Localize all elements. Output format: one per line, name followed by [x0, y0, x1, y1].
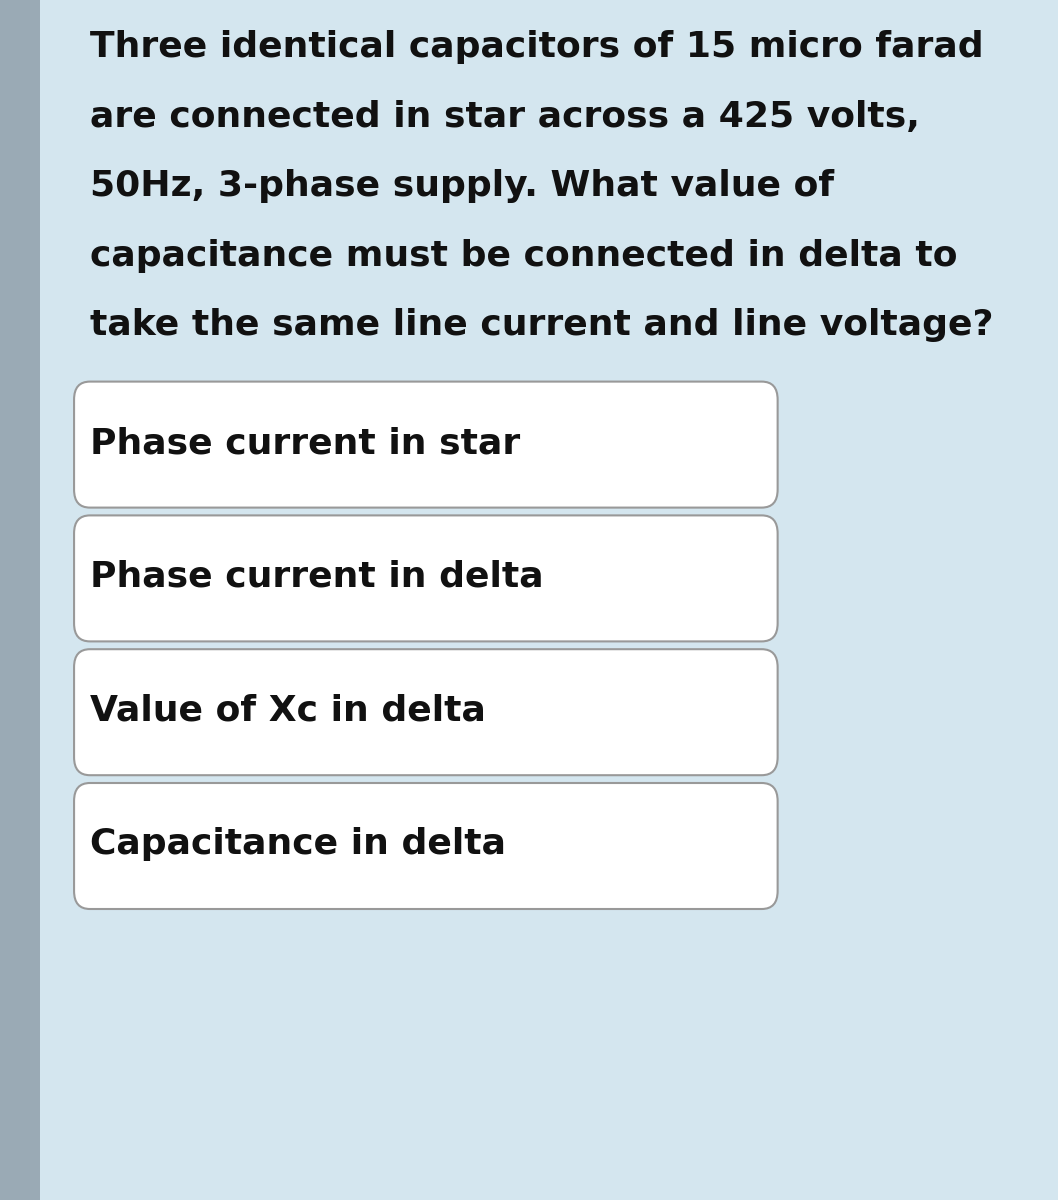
Text: are connected in star across a 425 volts,: are connected in star across a 425 volts…: [90, 100, 919, 133]
FancyBboxPatch shape: [74, 649, 778, 775]
FancyBboxPatch shape: [74, 784, 778, 910]
Text: Three identical capacitors of 15 micro farad: Three identical capacitors of 15 micro f…: [90, 30, 984, 64]
FancyBboxPatch shape: [74, 382, 778, 508]
Text: take the same line current and line voltage?: take the same line current and line volt…: [90, 308, 993, 342]
Text: 50Hz, 3-phase supply. What value of: 50Hz, 3-phase supply. What value of: [90, 169, 834, 203]
Text: Phase current in delta: Phase current in delta: [90, 560, 544, 594]
Text: Capacitance in delta: Capacitance in delta: [90, 828, 506, 862]
Text: Phase current in star: Phase current in star: [90, 426, 521, 460]
Text: Value of Xc in delta: Value of Xc in delta: [90, 694, 486, 727]
FancyBboxPatch shape: [74, 516, 778, 642]
FancyBboxPatch shape: [0, 0, 40, 1200]
FancyBboxPatch shape: [40, 0, 1058, 1200]
Text: capacitance must be connected in delta to: capacitance must be connected in delta t…: [90, 239, 957, 272]
